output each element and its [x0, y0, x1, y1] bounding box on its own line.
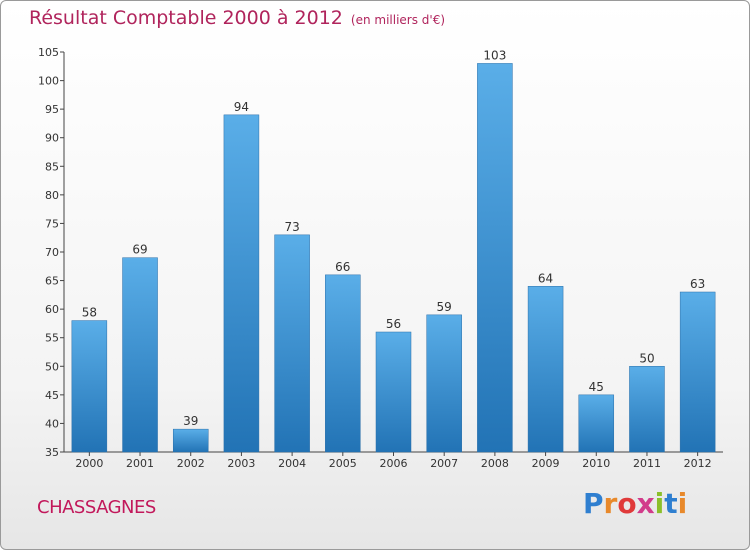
x-tick-label: 2007: [430, 457, 458, 470]
proxiti-logo[interactable]: Proxiti: [583, 487, 687, 520]
logo-letter: P: [583, 487, 604, 520]
bar-2004: [274, 234, 310, 453]
y-tick-label: 45: [45, 389, 59, 402]
logo-letter: x: [636, 487, 655, 520]
data-label: 64: [538, 271, 553, 285]
x-tick-label: 2001: [126, 457, 154, 470]
y-tick-label: 65: [45, 275, 59, 288]
y-tick-label: 90: [45, 132, 59, 145]
commune-name: CHASSAGNES: [37, 497, 156, 518]
chart-unit: (en milliers d'€): [350, 13, 446, 27]
data-label: 66: [335, 260, 350, 274]
y-tick-label: 55: [45, 332, 59, 345]
bar-2012: [679, 291, 716, 453]
y-tick-label: 50: [45, 360, 59, 373]
y-tick-label: 40: [45, 417, 59, 430]
x-tick-label: 2000: [75, 457, 103, 470]
bar-2002: [172, 428, 209, 453]
y-tick-label: 70: [45, 246, 59, 259]
x-tick-label: 2003: [227, 457, 255, 470]
y-tick-label: 100: [38, 75, 59, 88]
chart-title: Résultat Comptable 2000 à 2012 (en millie…: [29, 7, 445, 29]
data-label: 63: [690, 277, 705, 291]
y-tick-label: 85: [45, 160, 59, 173]
data-label: 94: [234, 100, 249, 114]
x-tick-label: 2005: [329, 457, 357, 470]
x-tick-label: 2009: [532, 457, 560, 470]
data-label: 45: [589, 380, 604, 394]
x-tick-label: 2008: [481, 457, 509, 470]
logo-letter: r: [603, 487, 618, 520]
x-tick-label: 2011: [633, 457, 661, 470]
data-label: 58: [82, 306, 97, 320]
bar-2011: [629, 366, 665, 453]
bar-2009: [527, 286, 564, 453]
bars: [71, 63, 716, 453]
logo-letter: o: [617, 487, 637, 520]
y-tick-label: 95: [45, 103, 59, 116]
y-tick-label: 35: [45, 446, 59, 459]
data-label: 73: [284, 220, 299, 234]
y-tick-label: 80: [45, 189, 59, 202]
bar-2006: [375, 331, 412, 453]
x-tick-label: 2010: [582, 457, 610, 470]
x-tick-label: 2006: [380, 457, 408, 470]
bar-2001: [122, 257, 158, 453]
bar-2008: [477, 63, 513, 453]
data-label: 103: [483, 48, 506, 62]
data-label: 50: [639, 351, 654, 365]
logo-letter: i: [677, 487, 688, 520]
y-tick-label: 105: [38, 46, 59, 59]
bar-2003: [223, 114, 260, 453]
y-tick-label: 60: [45, 303, 59, 316]
data-label: 69: [132, 243, 147, 257]
logo-letter: t: [664, 487, 678, 520]
data-label: 59: [437, 300, 452, 314]
data-labels: 58 69 39 94 73 66 56 59 103 64 45 50 63: [82, 48, 706, 428]
y-tick-label: 75: [45, 217, 59, 230]
logo-letter: i: [654, 487, 665, 520]
x-tick-label: 2012: [684, 457, 712, 470]
x-tick-label: 2004: [278, 457, 306, 470]
data-label: 56: [386, 317, 401, 331]
bar-2005: [325, 274, 361, 453]
data-label: 39: [183, 414, 198, 428]
chart-title-text: Résultat Comptable 2000 à 2012: [29, 7, 343, 29]
bar-2000: [71, 320, 108, 453]
x-tick-label: 2002: [177, 457, 205, 470]
bar-2010: [578, 394, 615, 453]
bar-2007: [426, 314, 462, 453]
